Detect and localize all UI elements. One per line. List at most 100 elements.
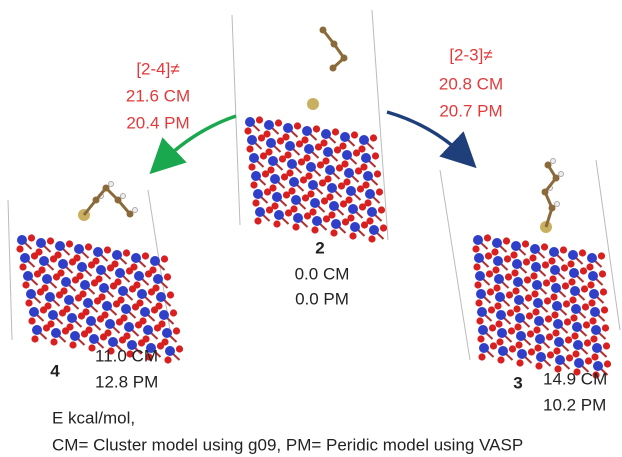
metal-atom: [247, 135, 257, 145]
cell-edge: [372, 10, 388, 240]
oxygen-atom: [368, 235, 375, 242]
oxygen-atom: [476, 317, 483, 324]
structures-art: [8, 10, 620, 379]
metal-atom: [102, 301, 112, 311]
metal-atom: [29, 307, 39, 317]
metal-atom: [51, 328, 61, 338]
metal-atom: [494, 274, 504, 284]
oxygen-atom: [135, 321, 142, 328]
metal-atom: [289, 177, 299, 187]
metal-atom: [571, 304, 581, 314]
oxygen-atom: [569, 296, 576, 303]
metal-atom: [115, 268, 125, 278]
oxygen-atom: [330, 229, 337, 236]
metal-atom: [536, 352, 546, 362]
metal-atom: [344, 168, 354, 178]
oxygen-atom: [571, 332, 578, 339]
metal-atom: [346, 186, 356, 196]
carbon-atom: [545, 162, 552, 169]
metal-atom: [86, 316, 96, 326]
metal-atom: [474, 253, 484, 263]
metal-atom: [574, 358, 584, 368]
oxygen-atom: [602, 324, 609, 331]
oxygen-atom: [321, 197, 328, 204]
oxygen-atom: [527, 330, 534, 337]
oxygen-atom: [477, 335, 484, 342]
metal-atom: [287, 159, 297, 169]
oxygen-atom: [550, 293, 557, 300]
metal-atom: [283, 123, 293, 133]
oxygen-atom: [551, 311, 558, 318]
metal-atom: [48, 310, 58, 320]
metal-atom: [310, 198, 320, 208]
oxygen-atom: [154, 324, 161, 331]
metal-atom: [83, 298, 93, 308]
oxygen-atom: [266, 206, 273, 213]
structure-energy: 11.0 CM: [95, 346, 158, 365]
metal-atom: [493, 256, 503, 266]
oxygen-atom: [378, 206, 385, 213]
oxygen-atom: [294, 122, 301, 129]
metal-atom: [249, 153, 259, 163]
oxygen-atom: [562, 282, 569, 289]
ts-energy: 21.6 CM: [126, 86, 190, 105]
oxygen-atom: [302, 194, 309, 201]
oxygen-atom: [478, 353, 485, 360]
metal-atom: [99, 283, 109, 293]
oxygen-atom: [170, 309, 177, 316]
structure-id: 3: [513, 373, 522, 392]
oxygen-atom: [85, 243, 92, 250]
oxygen-atom: [492, 266, 499, 273]
oxygen-atom: [323, 215, 330, 222]
metal-atom: [516, 331, 526, 341]
oxygen-atom: [566, 354, 573, 361]
oxygen-atom: [553, 347, 560, 354]
oxygen-atom: [281, 173, 288, 180]
metal-atom: [590, 307, 600, 317]
oxygen-atom: [489, 324, 496, 331]
metal-atom: [253, 189, 263, 199]
oxygen-atom: [370, 134, 377, 141]
oxygen-atom: [564, 318, 571, 325]
oxygen-atom: [258, 134, 265, 141]
oxygen-atom: [315, 143, 322, 150]
metal-atom: [55, 241, 65, 251]
oxygen-atom: [509, 345, 516, 352]
oxygen-atom: [584, 339, 591, 346]
ts-label: [2-4]≠: [136, 59, 179, 78]
metal-atom: [532, 280, 542, 290]
oxygen-atom: [28, 317, 35, 324]
structure-id: 4: [50, 361, 60, 380]
metal-atom: [554, 337, 564, 347]
oxygen-atom: [298, 158, 305, 165]
metal-atom: [361, 153, 371, 163]
hydrogen-atom: [555, 202, 560, 207]
oxygen-atom: [313, 125, 320, 132]
oxygen-atom: [37, 288, 44, 295]
oxygen-atom: [351, 131, 358, 138]
metal-atom: [264, 120, 274, 130]
oxygen-atom: [88, 261, 95, 268]
oxygen-atom: [262, 170, 269, 177]
oxygen-atom: [22, 281, 29, 288]
oxygen-atom: [535, 362, 542, 369]
metal-atom: [513, 277, 523, 287]
oxygen-atom: [543, 279, 550, 286]
oxygen-atom: [53, 273, 60, 280]
oxygen-atom: [176, 345, 183, 352]
metal-atom: [498, 346, 508, 356]
metal-atom: [535, 334, 545, 344]
oxygen-atom: [357, 185, 364, 192]
carbon-atom: [127, 211, 134, 218]
oxygen-atom: [148, 288, 155, 295]
metal-atom: [591, 325, 601, 335]
oxygen-atom: [474, 281, 481, 288]
structure-energy: 12.8 PM: [95, 372, 158, 391]
metal-atom: [159, 310, 169, 320]
metal-atom: [251, 171, 261, 181]
metal-atom: [477, 307, 487, 317]
oxygen-atom: [579, 249, 586, 256]
metal-atom: [473, 235, 483, 245]
oxygen-atom: [473, 263, 480, 270]
metal-atom: [496, 310, 506, 320]
